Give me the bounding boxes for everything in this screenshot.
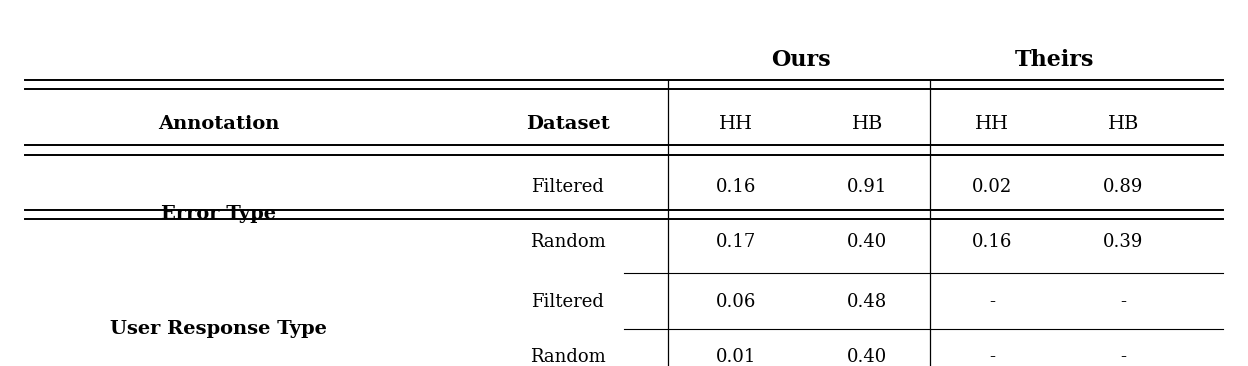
Text: -: - xyxy=(1121,348,1126,366)
Text: 0.48: 0.48 xyxy=(847,293,887,311)
Text: Random: Random xyxy=(530,232,605,251)
Text: Filtered: Filtered xyxy=(532,293,604,311)
Text: 0.40: 0.40 xyxy=(847,232,887,251)
Text: User Response Type: User Response Type xyxy=(110,320,327,339)
Text: 0.16: 0.16 xyxy=(972,232,1012,251)
Text: Ours: Ours xyxy=(771,49,831,71)
Text: Theirs: Theirs xyxy=(1015,49,1094,71)
Text: 0.91: 0.91 xyxy=(847,178,887,196)
Text: 0.17: 0.17 xyxy=(716,232,756,251)
Text: 0.16: 0.16 xyxy=(716,178,756,196)
Text: Random: Random xyxy=(530,348,605,366)
Text: Error Type: Error Type xyxy=(161,205,276,223)
Text: HH: HH xyxy=(975,115,1010,134)
Text: 0.39: 0.39 xyxy=(1103,232,1143,251)
Text: -: - xyxy=(990,348,995,366)
Text: 0.40: 0.40 xyxy=(847,348,887,366)
Text: 0.02: 0.02 xyxy=(972,178,1012,196)
Text: Annotation: Annotation xyxy=(157,115,280,134)
Text: Dataset: Dataset xyxy=(525,115,610,134)
Text: Filtered: Filtered xyxy=(532,178,604,196)
Text: -: - xyxy=(1121,293,1126,311)
Text: -: - xyxy=(990,293,995,311)
Text: 0.01: 0.01 xyxy=(716,348,756,366)
Text: 0.89: 0.89 xyxy=(1103,178,1143,196)
Text: 0.06: 0.06 xyxy=(716,293,756,311)
Text: HB: HB xyxy=(851,115,884,134)
Text: HB: HB xyxy=(1107,115,1139,134)
Text: HH: HH xyxy=(719,115,754,134)
